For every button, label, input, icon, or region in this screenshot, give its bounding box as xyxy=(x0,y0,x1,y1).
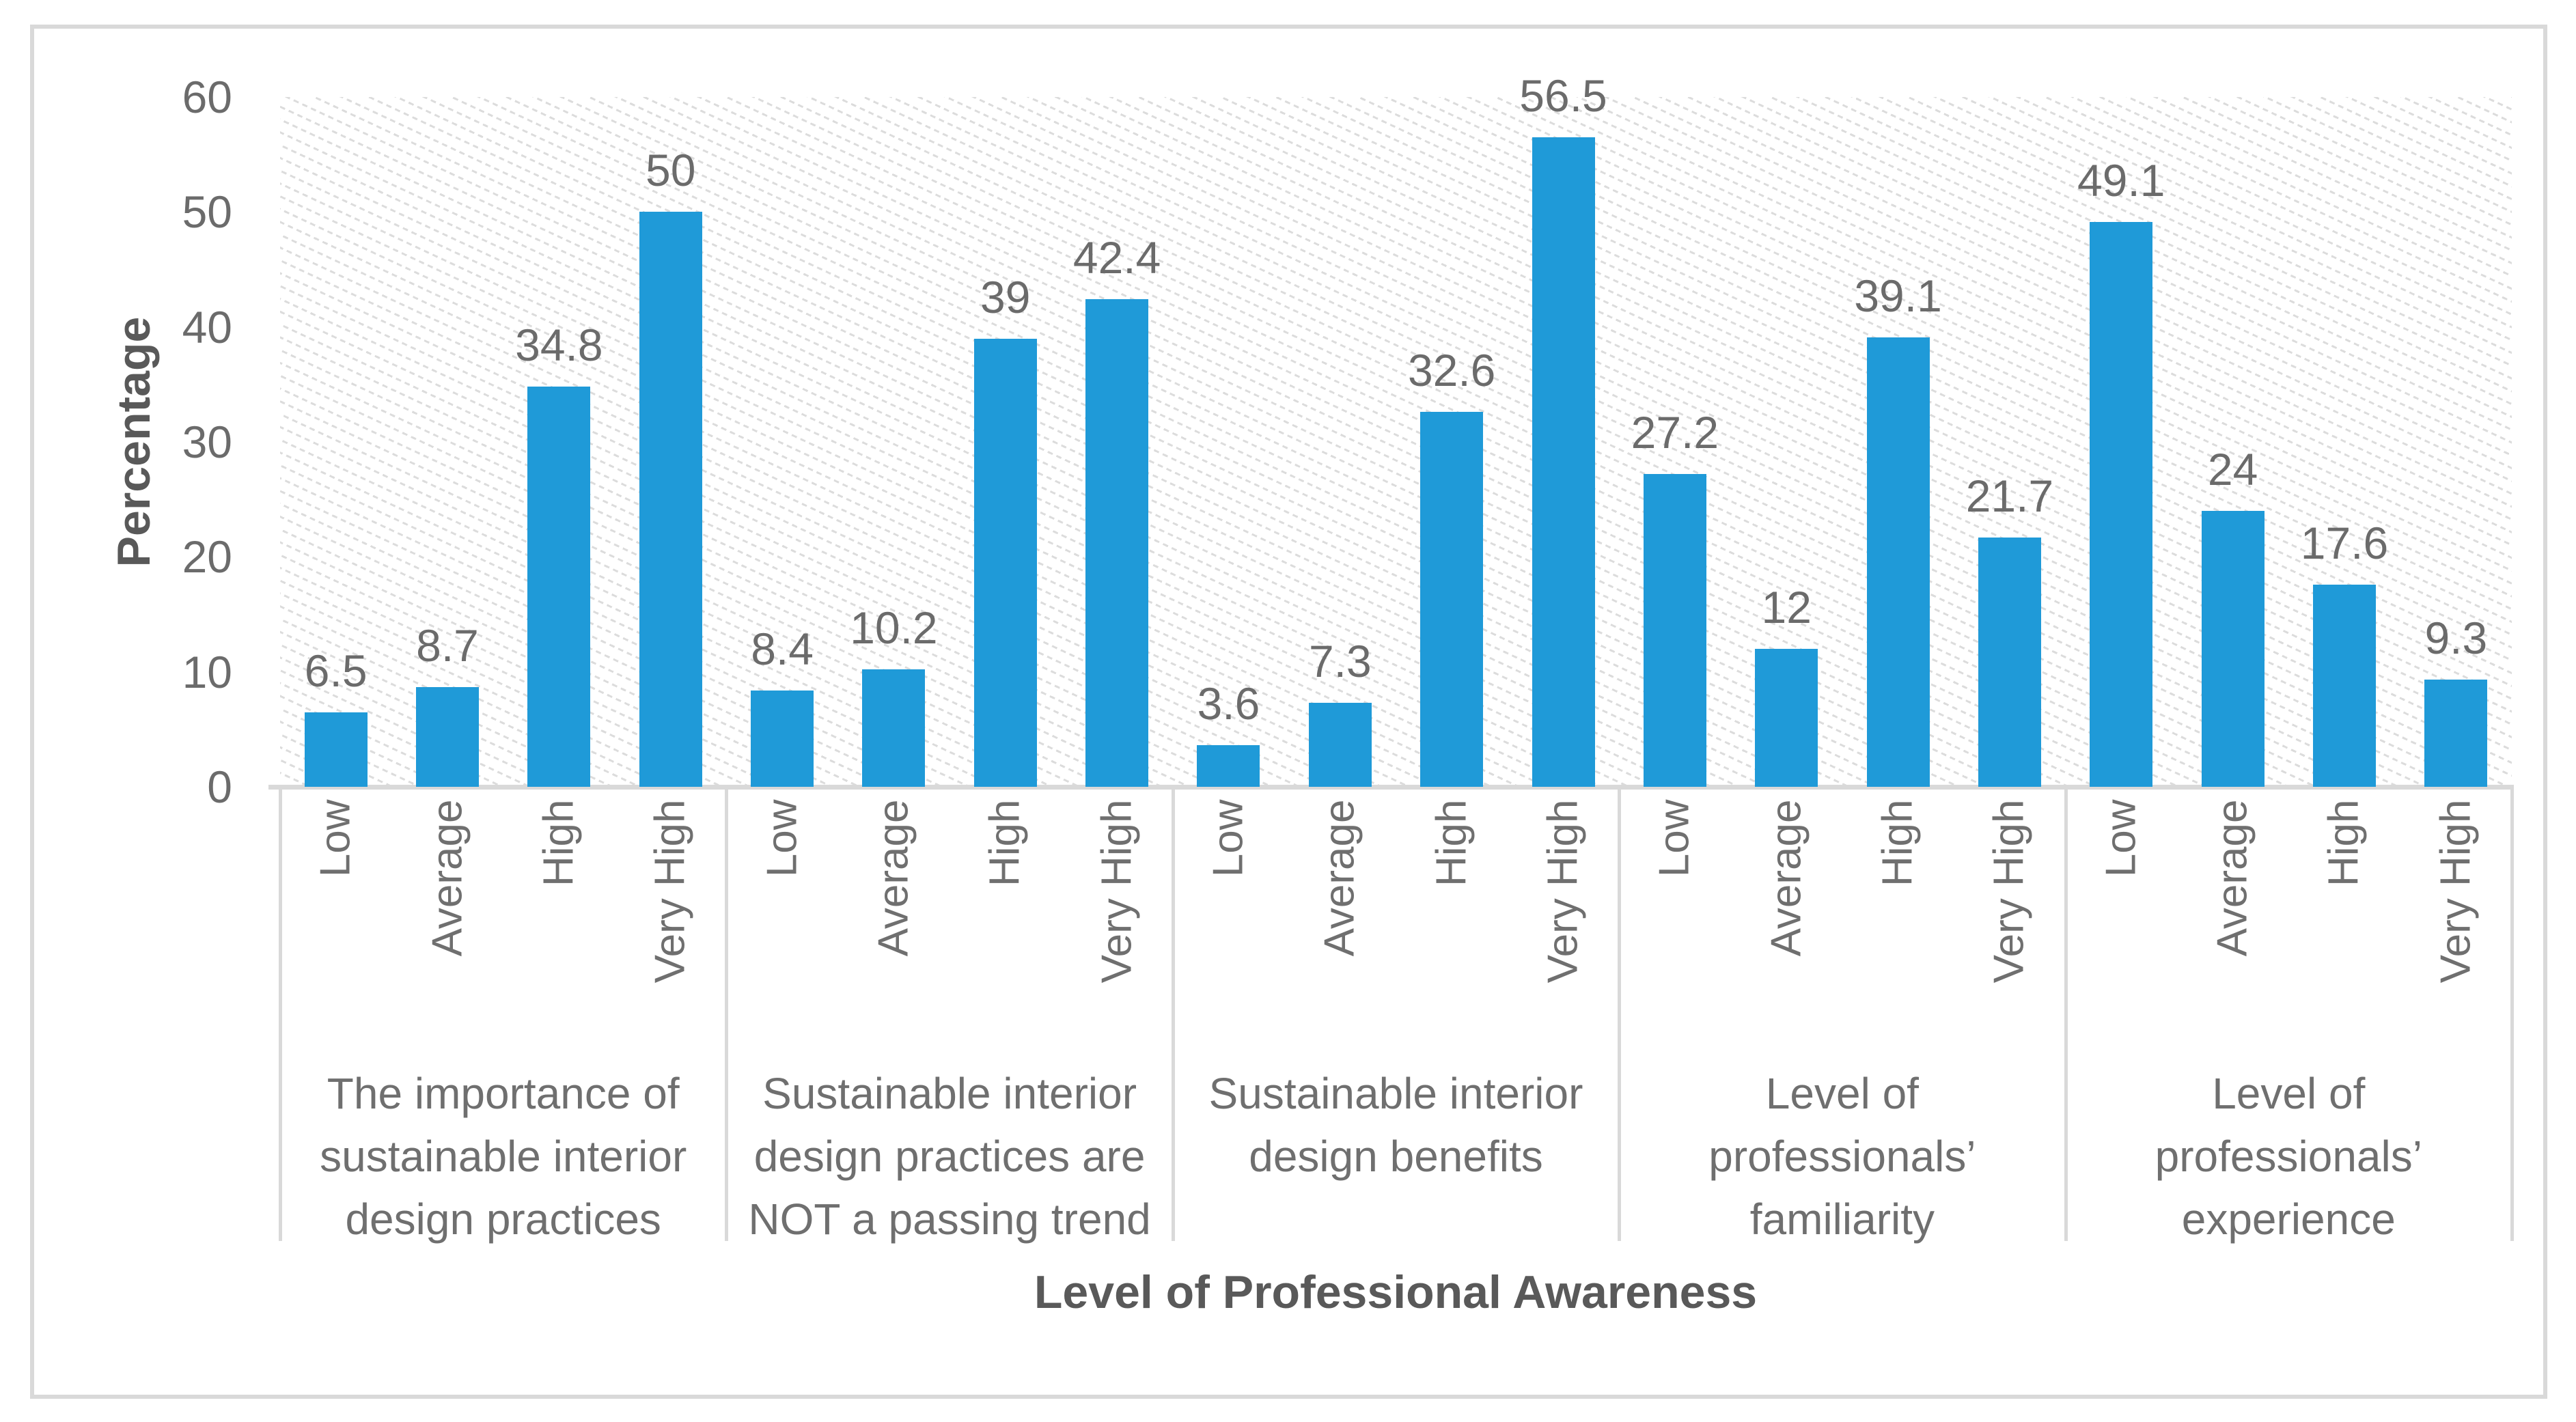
group-axis-label: Sustainable interior design practices ar… xyxy=(748,1069,1151,1244)
group-axis-label: The importance of sustainable interior d… xyxy=(320,1069,687,1244)
y-axis-tick-label: 20 xyxy=(182,531,232,583)
bar-value-label: 17.6 xyxy=(2300,517,2389,568)
category-tick-label: Average xyxy=(870,799,917,956)
bar xyxy=(1755,649,1818,787)
category-tick-label: High xyxy=(981,799,1029,887)
bar xyxy=(416,686,480,787)
category-divider-line xyxy=(725,787,729,1241)
bar xyxy=(751,690,814,787)
category-tick-label: Very High xyxy=(1093,799,1141,983)
bar xyxy=(1532,137,1595,787)
bar xyxy=(1420,412,1484,787)
bar xyxy=(1085,299,1149,787)
category-tick-label: Very High xyxy=(1985,799,2033,983)
category-divider-line xyxy=(1171,787,1175,1241)
y-axis-tick-label: 10 xyxy=(182,646,232,697)
bar xyxy=(639,212,702,787)
bar-value-label: 42.4 xyxy=(1072,232,1161,283)
y-axis-tick-label: 30 xyxy=(182,417,232,467)
bar-value-label: 39 xyxy=(980,271,1031,322)
bar xyxy=(2201,511,2265,787)
category-divider-line xyxy=(2064,787,2068,1241)
bar-value-label: 50 xyxy=(646,145,696,196)
bar-value-label: 8.4 xyxy=(751,623,814,674)
bar xyxy=(1197,745,1260,787)
category-tick-label: Low xyxy=(1650,799,1698,877)
bar xyxy=(304,712,368,787)
category-tick-label: Very High xyxy=(2432,799,2480,983)
category-divider-line xyxy=(1618,787,1622,1241)
category-tick-label: Average xyxy=(424,799,471,956)
category-tick-label: High xyxy=(1428,799,1476,887)
bar-value-label: 6.5 xyxy=(304,645,368,696)
bar-value-label: 49.1 xyxy=(2077,155,2165,206)
bar-value-label: 7.3 xyxy=(1308,636,1372,687)
figure-border xyxy=(30,25,2547,1399)
category-tick-label: Average xyxy=(2208,799,2256,956)
bar-value-label: 24 xyxy=(2207,444,2258,494)
bar xyxy=(1978,537,2041,787)
bar xyxy=(2312,584,2376,787)
bar xyxy=(862,669,926,787)
category-tick-label: Low xyxy=(2097,799,2145,877)
category-tick-label: Average xyxy=(1316,799,1363,956)
y-axis-tick-label: 0 xyxy=(207,762,232,812)
bar xyxy=(1866,337,1930,787)
bar-value-label: 9.3 xyxy=(2424,613,2488,664)
category-tick-label: Low xyxy=(311,799,359,877)
x-axis-title: Level of Professional Awareness xyxy=(1034,1266,1758,1318)
bar-value-label: 10.2 xyxy=(850,602,938,654)
y-axis-tick-label: 50 xyxy=(182,186,232,238)
bar-value-label: 39.1 xyxy=(1854,270,1942,321)
group-axis-label: Level of professionals’ familiarity xyxy=(1708,1069,1976,1244)
bar-value-label: 32.6 xyxy=(1407,345,1496,396)
bar-value-label: 56.5 xyxy=(1519,70,1607,121)
bar-value-label: 27.2 xyxy=(1631,407,1719,458)
group-axis-label: Level of professionals’ experience xyxy=(2155,1069,2422,1244)
bar-value-label: 12 xyxy=(1761,582,1812,632)
category-tick-label: Low xyxy=(758,799,806,877)
bar xyxy=(973,338,1037,787)
category-tick-label: Very High xyxy=(646,799,694,983)
category-divider-line xyxy=(279,787,282,1241)
category-tick-label: High xyxy=(2320,799,2368,887)
category-tick-label: Low xyxy=(1204,799,1252,877)
bar xyxy=(527,387,591,787)
bar-value-label: 3.6 xyxy=(1197,678,1260,729)
bar-value-label: 8.7 xyxy=(416,619,479,671)
bar xyxy=(1308,703,1372,787)
category-tick-label: Average xyxy=(1762,799,1810,956)
category-tick-label: High xyxy=(535,799,583,887)
category-tick-label: High xyxy=(1874,799,1922,887)
bar xyxy=(2424,680,2488,787)
y-axis-tick-label: 40 xyxy=(182,301,232,352)
category-divider-line xyxy=(2510,787,2514,1241)
bar xyxy=(2090,222,2153,787)
category-tick-label: Very High xyxy=(1539,799,1587,983)
group-axis-label: Sustainable interior design benefits xyxy=(1208,1069,1583,1181)
bar-value-label: 21.7 xyxy=(1965,470,2054,521)
bar xyxy=(1643,474,1706,787)
bar-value-label: 34.8 xyxy=(515,320,603,371)
y-axis-tick-label: 60 xyxy=(182,72,232,122)
x-axis-line xyxy=(268,785,2514,790)
